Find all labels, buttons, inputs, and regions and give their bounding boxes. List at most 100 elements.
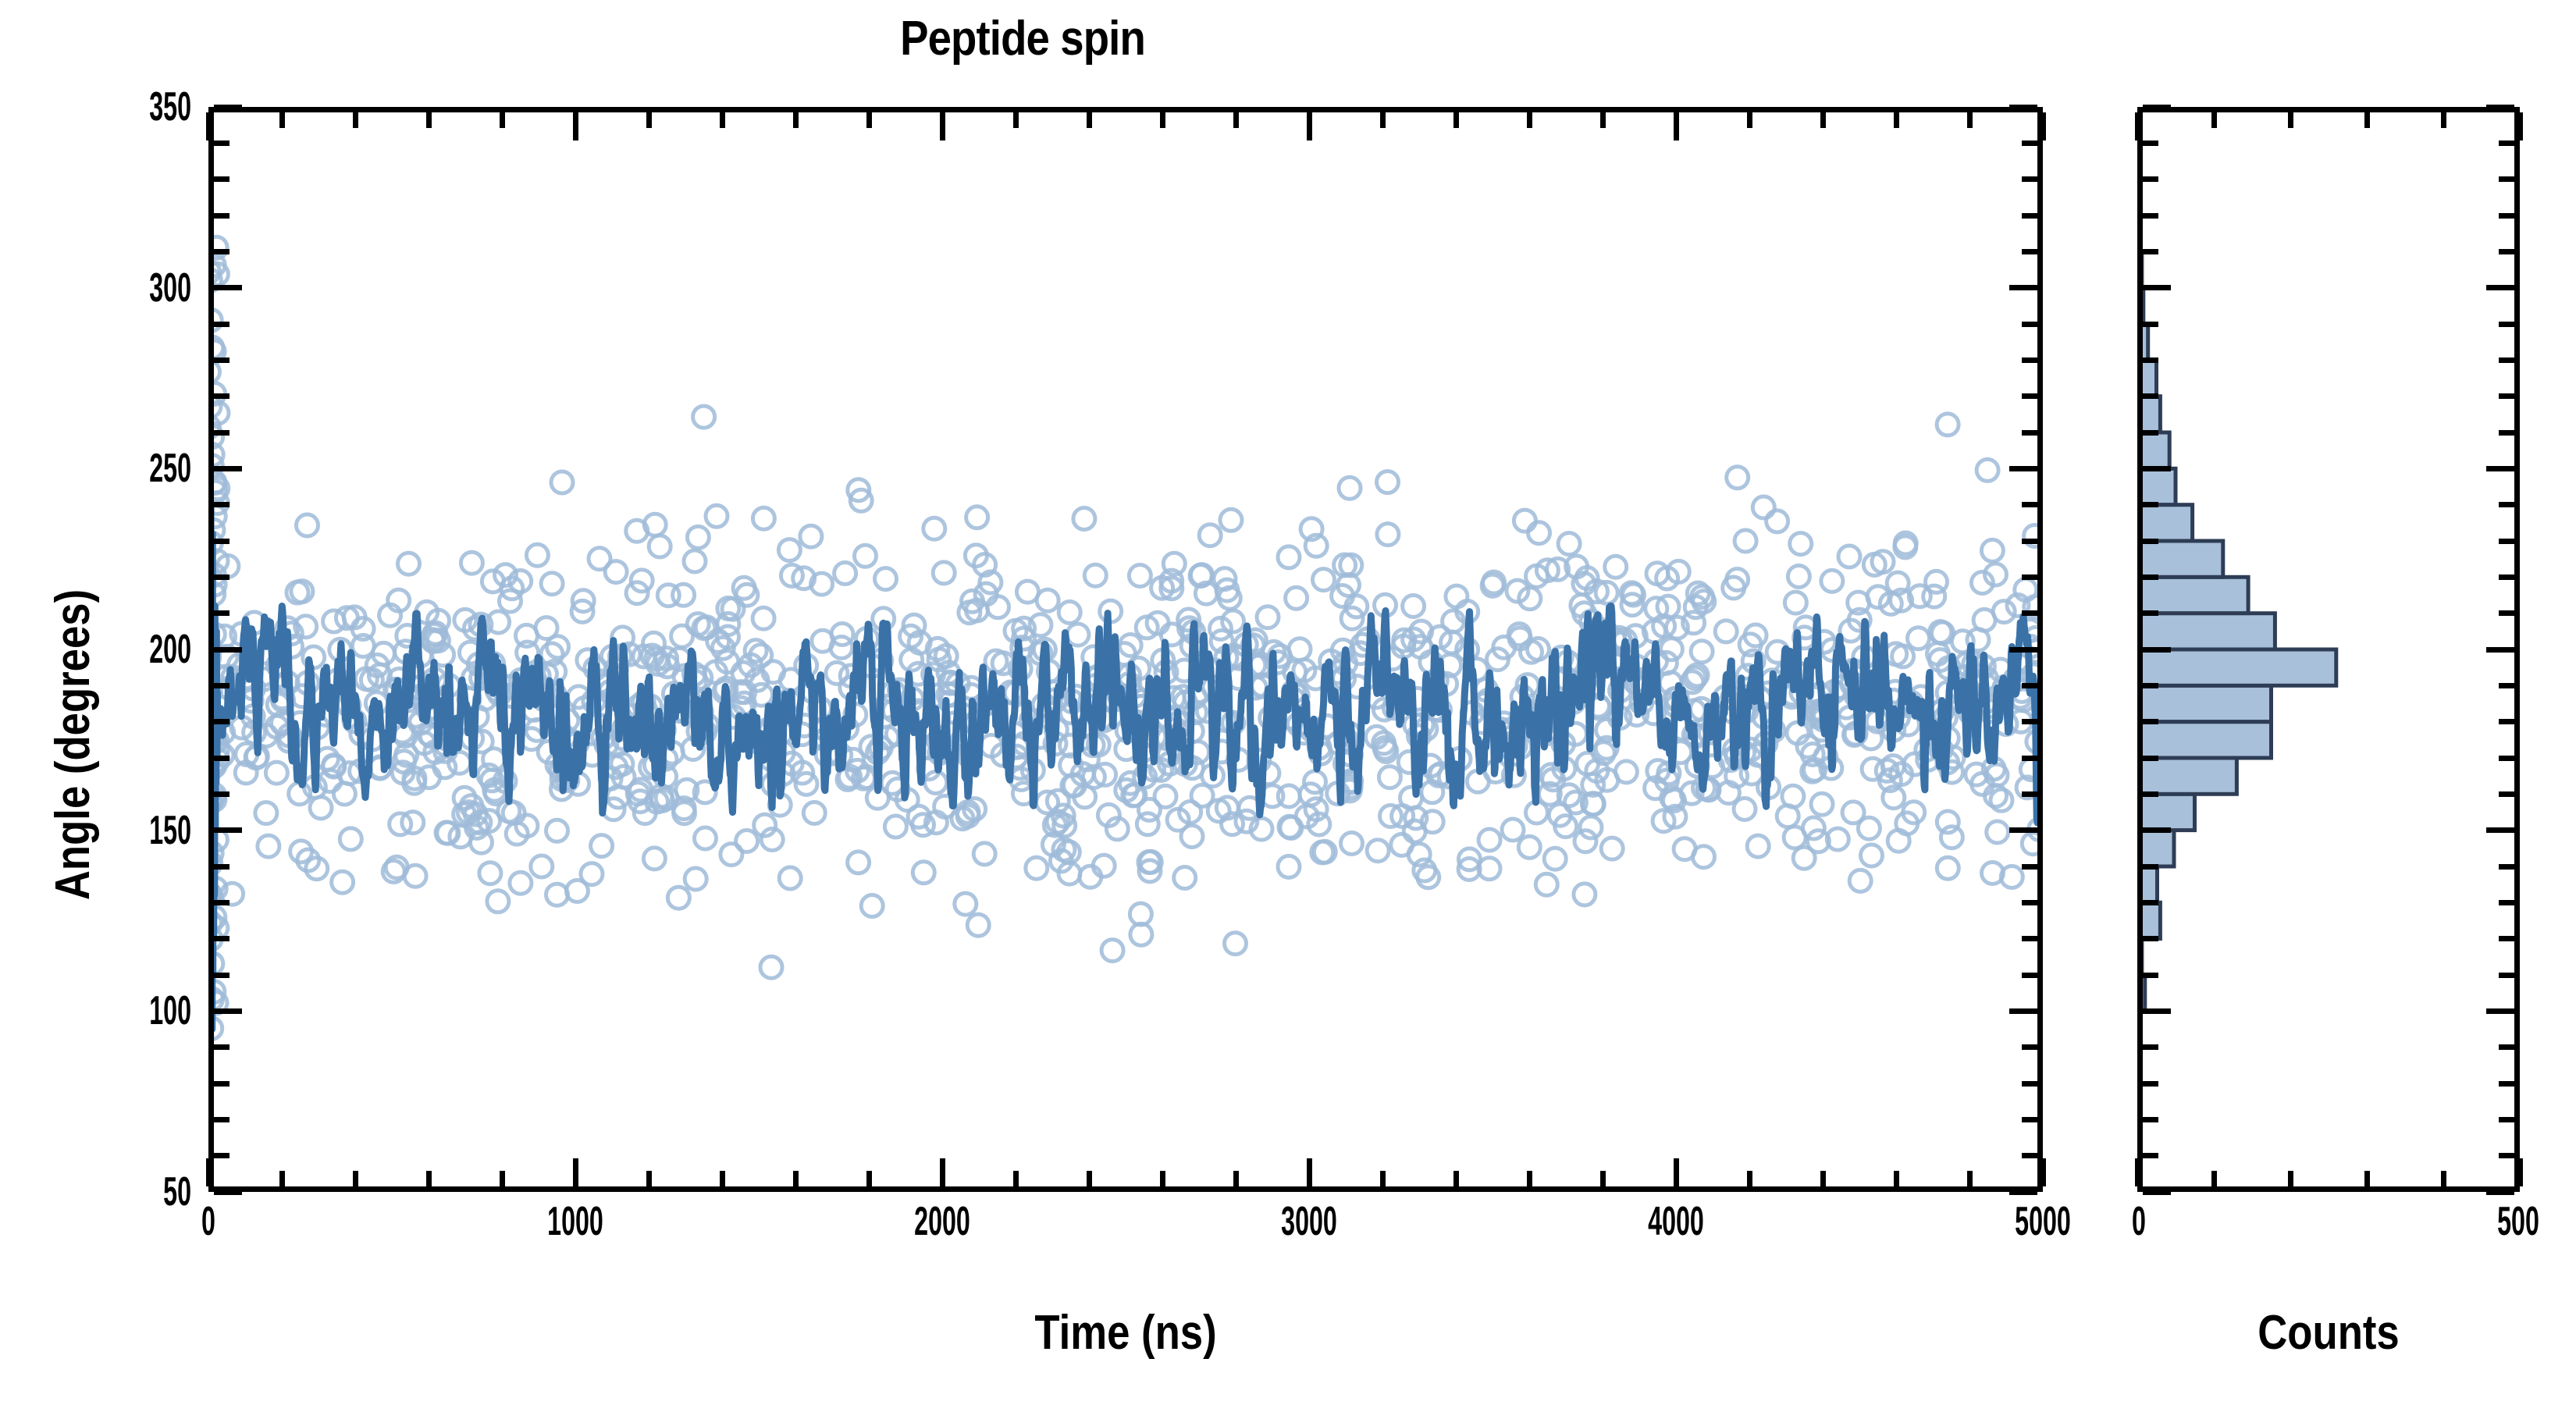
hist-x-minor-tick [2287, 1171, 2293, 1186]
x-tick-label: 2000 [914, 1199, 970, 1244]
scatter-point [1906, 583, 1933, 610]
histogram-bar[interactable] [2137, 791, 2197, 833]
hist-x-minor-tick-top [2211, 112, 2217, 128]
x-minor-tick [719, 1171, 725, 1186]
y-minor-tick-right [2022, 863, 2037, 870]
scatter-point [1934, 809, 1961, 835]
x-minor-tick [646, 1171, 652, 1186]
histogram-bar[interactable] [2137, 286, 2146, 326]
histogram-bar[interactable] [2137, 430, 2172, 471]
scatter-point [208, 470, 227, 496]
hist-y-minor-tick-right [2499, 212, 2514, 219]
scatter-point [923, 809, 949, 836]
histogram-bar[interactable] [2137, 394, 2162, 435]
scatter-point [1311, 567, 1336, 593]
histogram-bar[interactable] [2137, 466, 2178, 507]
scatter-point [570, 588, 596, 614]
scatter-point [1338, 552, 1364, 578]
histogram-bar[interactable] [2137, 973, 2147, 1013]
running-average-line-layer [208, 472, 2043, 1058]
scatter-point [507, 870, 534, 896]
scatter-point [778, 562, 805, 589]
hist-y-major-tick [2143, 104, 2171, 110]
scatter-point [1791, 845, 1817, 871]
hist-y-minor-tick-right [2499, 574, 2514, 580]
histogram-bar[interactable] [2137, 322, 2151, 362]
scatter-point [255, 833, 282, 859]
hist-y-minor-tick-right [2499, 502, 2514, 508]
hist-x-tick-label: 0 [2132, 1199, 2146, 1244]
scatter-point [497, 588, 523, 614]
hist-y-minor-tick-right [2499, 140, 2514, 146]
scatter-point [208, 475, 231, 502]
histogram-bar[interactable] [2137, 503, 2195, 543]
y-tick-label: 100 [149, 988, 191, 1034]
hist-y-minor-tick-right [2499, 719, 2514, 725]
histogram-bar[interactable] [2137, 683, 2273, 724]
histogram-bar[interactable] [2137, 756, 2239, 796]
scatter-point [1134, 811, 1161, 838]
scatter-point [1456, 856, 1482, 882]
scatter-point [1276, 853, 1302, 880]
y-tick-label: 200 [149, 627, 191, 672]
scatter-point [1859, 842, 1884, 869]
histogram-panel[interactable] [2137, 107, 2520, 1192]
scatter-point [1165, 806, 1191, 833]
histogram-bar[interactable] [2137, 539, 2226, 579]
y-minor-tick [214, 899, 229, 905]
y-tick-label: 300 [149, 265, 191, 311]
histogram-bar[interactable] [2137, 1008, 2143, 1050]
histogram-bar[interactable] [2137, 249, 2144, 290]
scatter-point [1491, 634, 1517, 660]
scatter-point [1065, 621, 1091, 648]
scatter-point [1890, 643, 1916, 670]
histogram-bar[interactable] [2137, 647, 2339, 688]
histogram-bar[interactable] [2137, 720, 2273, 760]
hist-y-minor-tick-right [2499, 176, 2514, 183]
histogram-bar[interactable] [2137, 611, 2277, 652]
scatter-point [1023, 855, 1050, 881]
scatter-point [507, 568, 534, 594]
histogram-bar[interactable] [2137, 937, 2144, 977]
x-minor-tick-top [1526, 112, 1532, 128]
x-minor-tick-top [792, 112, 799, 128]
scatter-point [425, 607, 451, 634]
hist-y-minor-tick [2143, 863, 2158, 870]
scatter-point [1158, 575, 1185, 602]
y-minor-tick [214, 574, 229, 580]
scatter-point [1846, 606, 1873, 633]
scatter-point [1419, 779, 1446, 806]
histogram-bar[interactable] [2137, 900, 2162, 941]
scatter-point [295, 847, 322, 873]
y-minor-tick-right [2022, 429, 2037, 436]
x-major-tick-top [205, 112, 212, 140]
histogram-bar[interactable] [2137, 864, 2159, 905]
hist-x-minor-tick [2211, 1171, 2217, 1186]
scatter-point [1136, 849, 1162, 875]
scatter-point [1309, 839, 1336, 866]
scatter-point [1731, 796, 1758, 822]
hist-y-major-tick [2143, 1189, 2171, 1195]
scatter-point [208, 307, 224, 333]
y-minor-tick-right [2022, 610, 2037, 617]
scatter-point [1278, 815, 1304, 841]
scatter-point [1136, 796, 1162, 823]
scatter-point [1538, 762, 1564, 788]
hist-x-major-tick [2517, 1158, 2523, 1186]
main-scatter-panel[interactable] [208, 107, 2043, 1192]
histogram-bar[interactable] [2137, 574, 2250, 616]
histogram-bar[interactable] [2137, 213, 2143, 254]
y-major-tick-right [2009, 285, 2037, 291]
scatter-point [263, 759, 290, 786]
scatter-point [331, 781, 358, 807]
hist-y-minor-tick-right [2499, 791, 2514, 797]
scatter-point [253, 800, 279, 827]
x-major-tick-top [939, 112, 945, 140]
histogram-bar[interactable] [2137, 828, 2176, 869]
x-minor-tick-top [1453, 112, 1459, 128]
scatter-point [1027, 612, 1054, 638]
y-minor-tick-right [2022, 791, 2037, 797]
scatter-point [1681, 610, 1707, 636]
histogram-bar[interactable] [2137, 357, 2158, 399]
scatter-point [422, 620, 449, 646]
